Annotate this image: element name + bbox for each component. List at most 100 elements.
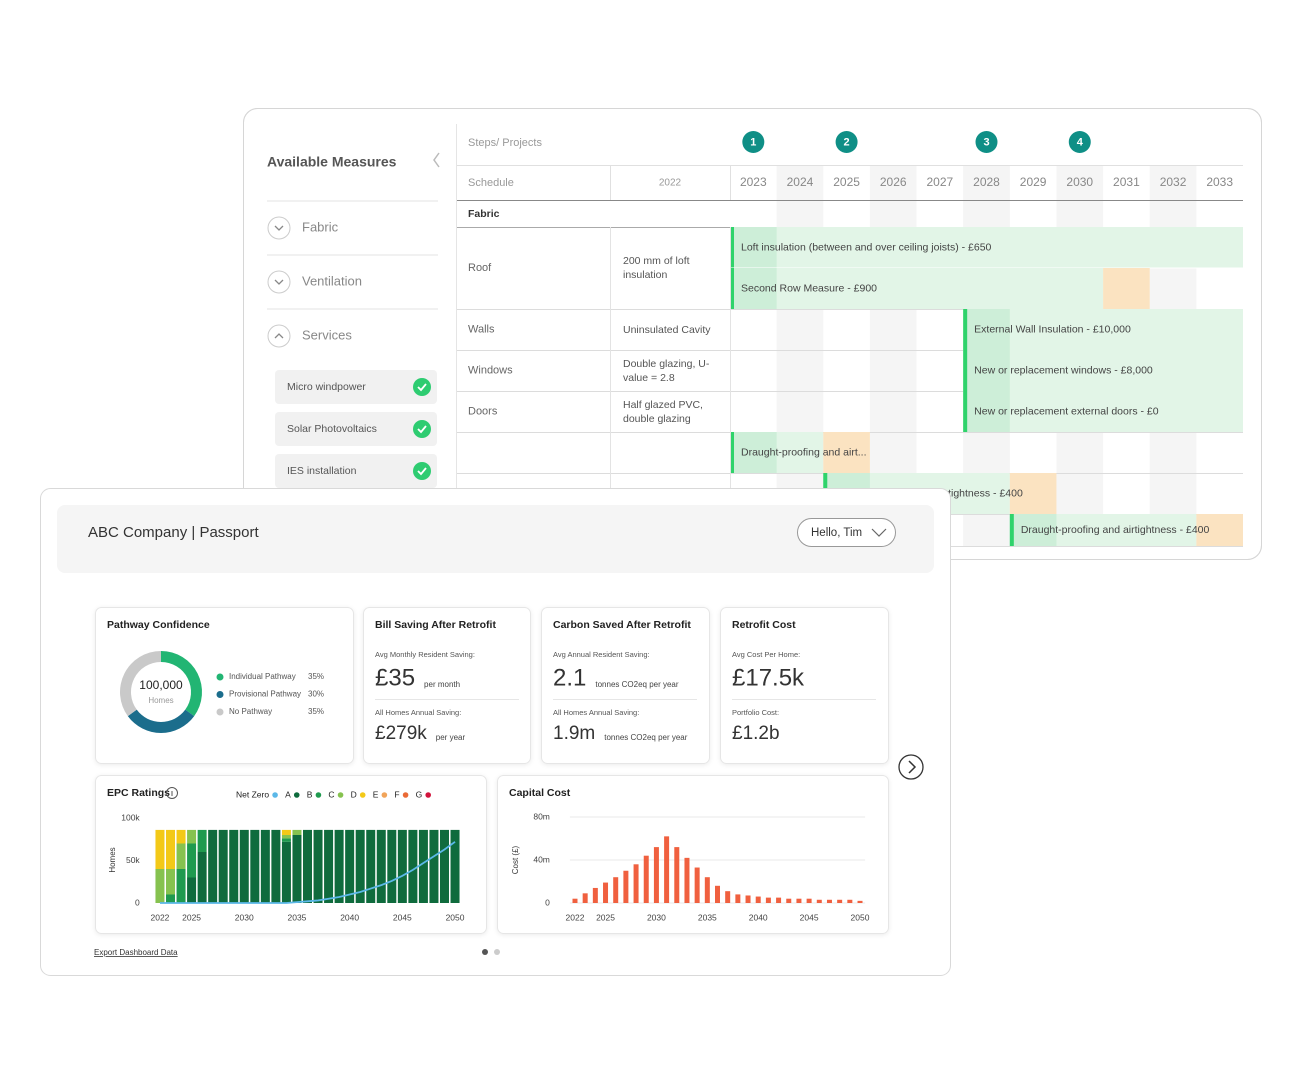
year-label: 2024 xyxy=(787,175,814,189)
y-tick-label: 0 xyxy=(135,897,140,907)
measure-item[interactable] xyxy=(275,370,437,404)
bar-segment xyxy=(450,829,460,903)
donut-total: 100,000 xyxy=(139,678,183,692)
measure-label[interactable]: New or replacement external doors - £0 xyxy=(974,405,1159,417)
measure-due-cell xyxy=(1196,514,1243,546)
bar-segment xyxy=(176,829,186,844)
bar xyxy=(664,836,670,903)
measure-item[interactable] xyxy=(275,454,437,488)
measure-label[interactable]: Draught-proofing and airtightness - £400 xyxy=(1021,524,1210,536)
stat-caption: Avg Monthly Resident Saving: xyxy=(375,650,475,659)
legend-dot xyxy=(337,792,344,798)
legend-value: 35% xyxy=(308,672,324,681)
bar xyxy=(643,855,649,903)
element-label: Roof xyxy=(468,262,492,274)
measure-start-cell xyxy=(730,268,777,309)
sidebar-title: Available Measures xyxy=(267,154,397,170)
group-label[interactable]: Fabric xyxy=(302,219,339,234)
bar-segment xyxy=(155,869,165,903)
x-tick-label: 2030 xyxy=(235,912,254,922)
measure-due-cell xyxy=(1009,473,1057,514)
legend-dot xyxy=(216,691,224,698)
bar xyxy=(572,898,578,903)
year-label: 2022 xyxy=(659,178,682,189)
element-label: Windows xyxy=(468,364,513,376)
element-label: Walls xyxy=(468,323,495,335)
stat-caption: All Homes Annual Saving: xyxy=(375,708,461,717)
group-chevron xyxy=(274,225,284,231)
group-toggle[interactable] xyxy=(267,216,291,240)
page-dot[interactable] xyxy=(494,949,500,955)
element-description: Uninsulated Cavity xyxy=(623,323,711,336)
donut-segment xyxy=(161,651,202,717)
legend-label: Net Zero xyxy=(236,789,269,799)
bar-segment xyxy=(187,877,197,903)
bar-segment xyxy=(229,829,239,903)
legend-label: F xyxy=(394,789,399,799)
next-button[interactable] xyxy=(898,754,924,780)
description-box: Double glazing, U-value = 2.8 xyxy=(623,358,709,384)
info-icon[interactable] xyxy=(166,787,178,799)
card xyxy=(541,607,710,764)
schedule-label: Schedule xyxy=(468,177,514,189)
group-toggle[interactable] xyxy=(267,270,291,294)
legend-dot xyxy=(216,673,224,681)
legend-dot xyxy=(359,792,366,798)
measure-marker xyxy=(1009,514,1014,546)
measure-label[interactable]: Loft insulation (between and over ceilin… xyxy=(741,241,992,253)
collapse-icon[interactable] xyxy=(433,152,440,168)
measure-band xyxy=(730,268,1104,309)
bar xyxy=(857,900,863,903)
bar-segment xyxy=(376,829,386,903)
measure-item[interactable] xyxy=(275,412,437,446)
next-icon[interactable] xyxy=(908,760,917,774)
x-tick-label: 2050 xyxy=(851,912,870,922)
bar-segment xyxy=(303,829,312,903)
dropdown-icon[interactable] xyxy=(871,528,887,537)
measure-due-cell xyxy=(823,432,870,473)
x-tick-label: 2045 xyxy=(800,912,819,922)
measure-label[interactable]: External Wall Insulation - £10,000 xyxy=(974,323,1131,335)
bar xyxy=(684,857,690,903)
bar xyxy=(653,847,659,903)
legend-dot xyxy=(272,792,278,798)
legend-dot xyxy=(402,792,409,798)
measures-panel: Available Measures Fabric Ventilation Servi… xyxy=(243,108,1262,560)
legend-label: No Pathway xyxy=(229,707,272,716)
x-tick-label: 2040 xyxy=(340,912,359,922)
card-title: Retrofit Cost xyxy=(732,619,796,631)
user-menu[interactable] xyxy=(797,518,896,547)
legend-label: Individual Pathway xyxy=(229,672,296,681)
legend-label: D xyxy=(351,789,357,799)
bar-segment xyxy=(187,829,197,844)
year-label: 2027 xyxy=(927,175,954,189)
bar-segment xyxy=(239,829,249,903)
measure-marker xyxy=(730,432,734,473)
group-label[interactable]: Services xyxy=(302,327,352,342)
legend-dot xyxy=(425,792,432,798)
bar xyxy=(623,870,629,903)
user-greeting[interactable]: Hello, Tim xyxy=(811,527,862,539)
bar-segment xyxy=(334,829,344,903)
stat-caption: Portfolio Cost: xyxy=(732,708,779,717)
element-label: Doors xyxy=(468,405,498,417)
dashboard-panel: ABC Company | Passport Hello, Tim Export… xyxy=(40,488,951,976)
bar-segment xyxy=(281,829,291,835)
group-toggle[interactable] xyxy=(267,324,291,348)
export-link[interactable]: Export Dashboard Data xyxy=(94,948,178,957)
page-dot-active[interactable] xyxy=(482,949,488,955)
group-label[interactable]: Ventilation xyxy=(302,273,362,288)
x-tick-label: 2030 xyxy=(647,912,666,922)
measure-label[interactable]: Draught-proofing and airt... xyxy=(741,446,867,458)
check-badge xyxy=(413,420,431,438)
measure-label[interactable]: New or replacement windows - £8,000 xyxy=(974,364,1153,376)
step-badge xyxy=(835,131,858,153)
bar-segment xyxy=(176,869,186,903)
measure-label[interactable]: Second Row Measure - £900 xyxy=(741,282,877,294)
bar-segment xyxy=(397,829,407,903)
legend-label: Provisional Pathway xyxy=(229,690,301,699)
stat-value: 2.1 xyxy=(553,664,586,691)
x-tick-label: 2022 xyxy=(151,912,170,922)
donut-unit: Homes xyxy=(148,696,173,705)
